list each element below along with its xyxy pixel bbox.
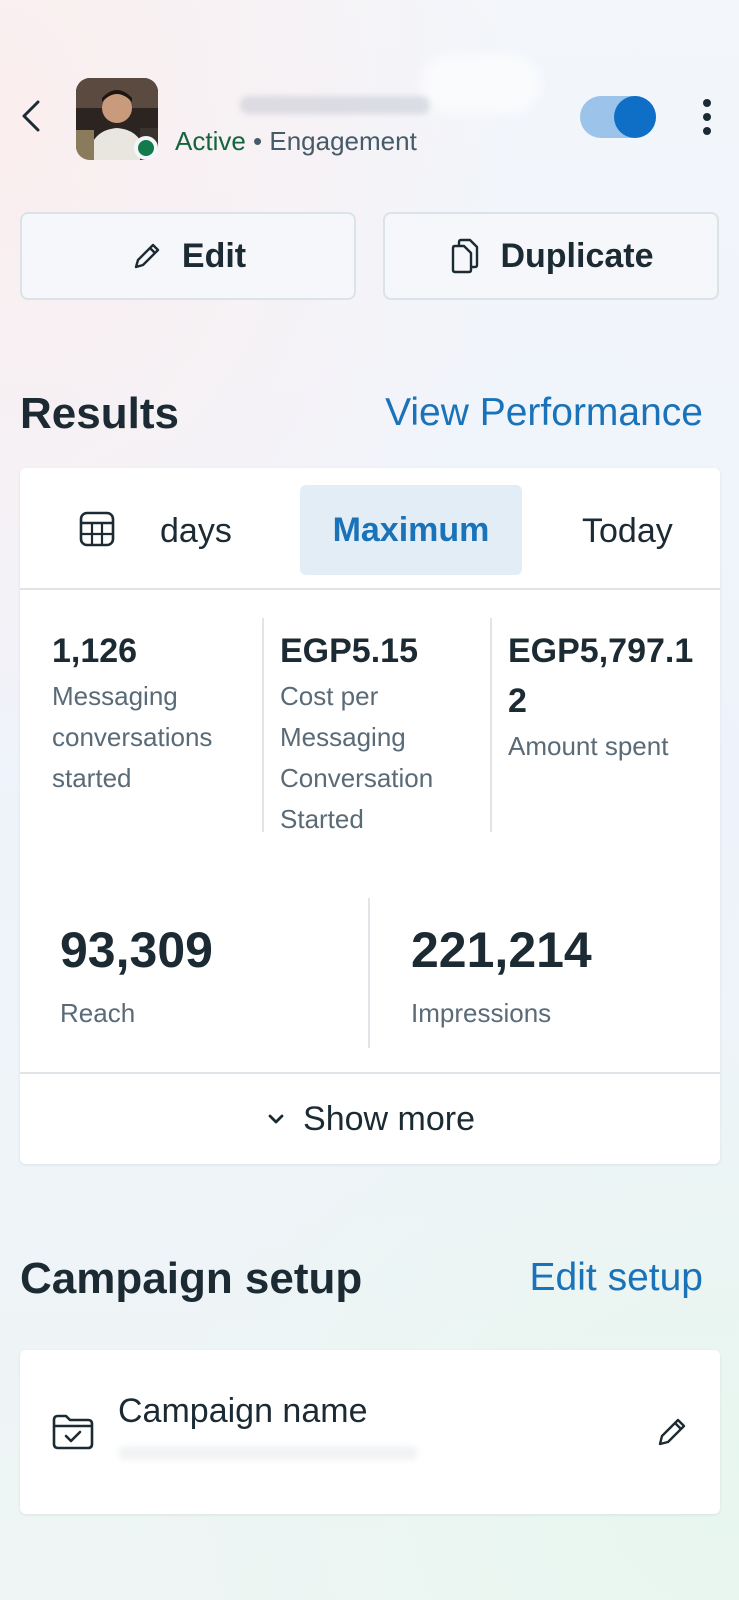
results-card: days Maximum Today 1,126 Messaging conve… xyxy=(20,468,720,1164)
edit-setup-link[interactable]: Edit setup xyxy=(529,1256,703,1299)
divider xyxy=(262,618,264,832)
status-separator: • xyxy=(245,126,270,156)
edit-button[interactable]: Edit xyxy=(20,212,356,300)
duplicate-icon xyxy=(452,238,479,274)
campaign-setup-title: Campaign setup xyxy=(20,1254,363,1303)
metric-conversations: 1,126 Messaging conversations started xyxy=(52,626,252,799)
status-active-label: Active xyxy=(175,126,246,156)
metric-value: EGP5,797.12 xyxy=(508,632,694,720)
duplicate-button[interactable]: Duplicate xyxy=(383,212,719,300)
impressions-block: 221,214 Impressions xyxy=(411,920,592,1029)
results-title: Results xyxy=(20,389,179,438)
toggle-knob xyxy=(614,96,656,138)
range-option-days[interactable]: days xyxy=(160,512,232,550)
metric-label: Messaging conversations started xyxy=(52,681,213,793)
calendar-icon[interactable] xyxy=(78,510,116,548)
chevron-down-icon xyxy=(268,1114,284,1124)
blurred-campaign-name xyxy=(240,96,430,114)
reach-block: 93,309 Reach xyxy=(60,920,213,1029)
show-more-button[interactable]: Show more xyxy=(20,1072,720,1164)
campaign-name-label: Campaign name xyxy=(118,1392,368,1430)
duplicate-button-label: Duplicate xyxy=(500,236,654,275)
campaign-status-line: Active • Engagement xyxy=(175,126,417,157)
range-option-maximum[interactable]: Maximum xyxy=(300,485,522,575)
pencil-icon xyxy=(134,243,160,269)
more-vertical-icon[interactable] xyxy=(690,96,724,138)
avatar xyxy=(76,78,158,160)
show-more-label: Show more xyxy=(303,1099,475,1138)
divider xyxy=(368,898,370,1048)
status-objective-label: Engagement xyxy=(269,126,417,156)
blurred-campaign-name-value xyxy=(118,1446,418,1460)
metric-label: Cost per Messaging Conversation Started xyxy=(280,681,434,834)
reach-label: Reach xyxy=(60,998,136,1028)
reach-value: 93,309 xyxy=(60,922,213,978)
divider xyxy=(490,618,492,832)
view-performance-link[interactable]: View Performance xyxy=(385,391,703,434)
active-status-dot xyxy=(134,136,158,160)
edit-button-label: Edit xyxy=(181,236,247,275)
metric-value: 1,126 xyxy=(52,632,138,670)
metric-value: EGP5.15 xyxy=(280,632,418,670)
metric-cost-per-conversation: EGP5.15 Cost per Messaging Conversation … xyxy=(280,626,480,840)
blurred-header-pill xyxy=(420,54,540,114)
folder-check-icon xyxy=(52,1414,94,1450)
impressions-value: 221,214 xyxy=(411,922,592,978)
edit-pencil-icon[interactable] xyxy=(654,1414,690,1450)
date-range-selector: days Maximum Today xyxy=(20,468,720,590)
back-arrow-icon[interactable] xyxy=(14,96,50,136)
campaign-toggle[interactable] xyxy=(580,96,656,138)
campaign-setup-card: Campaign name xyxy=(20,1350,720,1514)
impressions-label: Impressions xyxy=(411,998,552,1028)
metric-label: Amount spent xyxy=(508,731,669,761)
metric-amount-spent: EGP5,797.12 Amount spent xyxy=(508,626,708,767)
range-option-today[interactable]: Today xyxy=(582,512,673,550)
